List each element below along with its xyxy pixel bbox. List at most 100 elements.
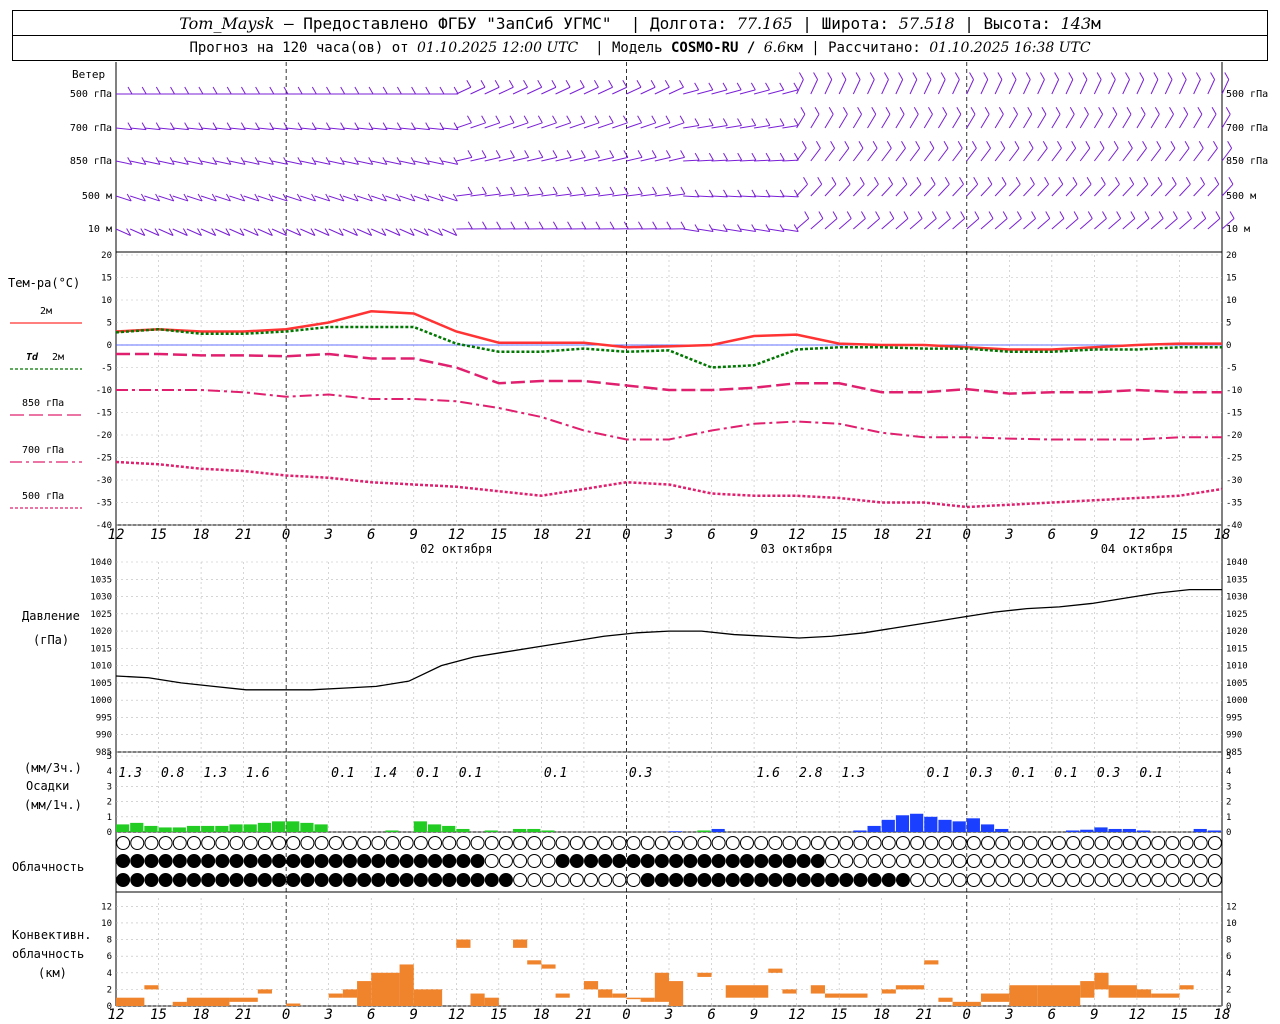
precip-ytick-right: 0 xyxy=(1226,828,1231,838)
precip-ytick-left: 0 xyxy=(107,828,112,838)
conv-cloud-bar xyxy=(881,989,896,994)
cloud-cover-symbol xyxy=(995,854,1010,868)
wind-barb xyxy=(1150,218,1164,230)
wind-barb xyxy=(923,147,935,162)
wind-barb xyxy=(285,228,301,236)
wind-barb-feather xyxy=(1142,140,1147,149)
wind-barb xyxy=(130,195,146,202)
wind-barb xyxy=(583,156,600,162)
wind-barb-feather xyxy=(495,150,501,158)
cloud-cover-symbol xyxy=(825,836,840,850)
conv-xtick-label: 6 xyxy=(367,1007,375,1023)
temp-xtick-label: 12 xyxy=(448,527,465,543)
wind-barb xyxy=(1150,183,1163,197)
wind-barb xyxy=(541,122,557,129)
wind-barb-feather xyxy=(1112,107,1118,115)
wind-barb xyxy=(796,183,808,197)
wind-barb xyxy=(1221,79,1230,95)
precip-rain-bar xyxy=(158,827,172,832)
wind-barb xyxy=(186,195,203,202)
wind-barb-feather xyxy=(930,177,936,185)
wind-barb-feather xyxy=(1099,140,1105,149)
wind-barb xyxy=(810,114,820,129)
wind-barb-feather xyxy=(1129,177,1135,185)
wind-barb xyxy=(1164,218,1178,230)
wind-barb xyxy=(1023,79,1031,95)
conv-ytick-left: 4 xyxy=(107,969,112,979)
wind-barb-feather xyxy=(240,193,246,202)
wind-barb-feather xyxy=(494,79,500,88)
precip-ytick-left: 1 xyxy=(107,813,112,823)
wind-barb xyxy=(1051,147,1062,162)
wind-barb-feather xyxy=(722,82,728,91)
wind-barb xyxy=(754,195,771,198)
wind-barb-feather xyxy=(382,122,388,130)
wind-barb xyxy=(441,195,458,202)
wind-barb-feather xyxy=(751,152,757,161)
wind-barb xyxy=(484,193,501,197)
wind-barb xyxy=(470,193,487,197)
wind-barb-feather xyxy=(439,122,445,130)
precip-rain-bar xyxy=(144,825,158,832)
conv-cloud-bar xyxy=(583,981,599,990)
wind-barb-feather xyxy=(983,72,989,80)
wind-barb-feather xyxy=(453,122,459,130)
cloud-cover-symbol xyxy=(626,854,641,868)
wind-barb xyxy=(215,160,232,165)
wind-barb-feather xyxy=(1025,72,1031,80)
wind-barb xyxy=(1221,114,1231,129)
wind-barb-feather xyxy=(1002,211,1008,219)
precip-snow-bar xyxy=(1066,830,1080,832)
title-bar: Tom_Maysk – Предоставлено ФГБУ "ЗапСиб У… xyxy=(12,10,1268,36)
wind-barb-feather xyxy=(212,157,218,165)
wind-barb xyxy=(867,147,878,162)
wind-barb xyxy=(626,86,642,95)
cloud-cover-symbol xyxy=(598,854,613,868)
conv-cloud-bar xyxy=(328,993,343,998)
wind-barb xyxy=(668,156,685,162)
wind-barb xyxy=(413,195,430,202)
wind-barb xyxy=(626,193,643,197)
wind-barb-feather xyxy=(886,140,892,149)
precip-snow-bar xyxy=(966,818,980,832)
wind-barb-feather xyxy=(325,122,331,130)
cloud-cover-symbol xyxy=(810,854,825,868)
cloud-cover-symbol xyxy=(314,873,329,887)
temp-ytick-right: 15 xyxy=(1226,274,1237,284)
cloud-cover-symbol xyxy=(130,836,145,850)
wind-barb xyxy=(186,228,202,236)
wind-barb xyxy=(739,228,756,232)
precip-snow-bar xyxy=(980,824,995,832)
wind-barb-feather xyxy=(912,72,918,80)
conv-cloud-bar xyxy=(1037,985,1081,1006)
cloud-cover-symbol xyxy=(328,873,343,887)
cloud-cover-symbol xyxy=(981,836,996,850)
wind-barb xyxy=(300,195,316,202)
cloud-cover-symbol xyxy=(555,836,570,850)
wind-barb-feather xyxy=(424,193,430,202)
wind-barb-feather xyxy=(1214,177,1220,185)
temp-panel-label: Тем-ра(°C) xyxy=(8,276,81,290)
wind-barb-feather xyxy=(1228,177,1234,185)
conv-ytick-left: 0 xyxy=(107,1002,112,1012)
date-label: 02 октября xyxy=(420,542,492,556)
wind-barb xyxy=(810,183,823,197)
conv-ytick-left: 10 xyxy=(101,919,112,929)
cloud-cover-symbol xyxy=(1122,836,1137,850)
pressure-ytick-right: 990 xyxy=(1226,731,1242,741)
wind-barb-feather xyxy=(901,140,906,149)
cloud-cover-symbol xyxy=(172,836,187,850)
wind-barb xyxy=(328,195,345,202)
temp-ytick-left: -25 xyxy=(96,454,112,464)
wind-barb-feather xyxy=(212,122,218,130)
wind-barb-feather xyxy=(226,157,232,165)
conv-xtick-label: 6 xyxy=(707,1007,715,1023)
wind-barb-feather xyxy=(1210,72,1216,80)
wind-barb xyxy=(1193,79,1201,95)
conv-cloud-bar xyxy=(484,997,499,1006)
cloud-cover-symbol xyxy=(697,873,712,887)
wind-barb xyxy=(314,195,330,202)
wind-barb xyxy=(456,122,472,129)
model-resolution: 6.6 xyxy=(763,40,786,56)
wind-barb xyxy=(980,114,990,129)
